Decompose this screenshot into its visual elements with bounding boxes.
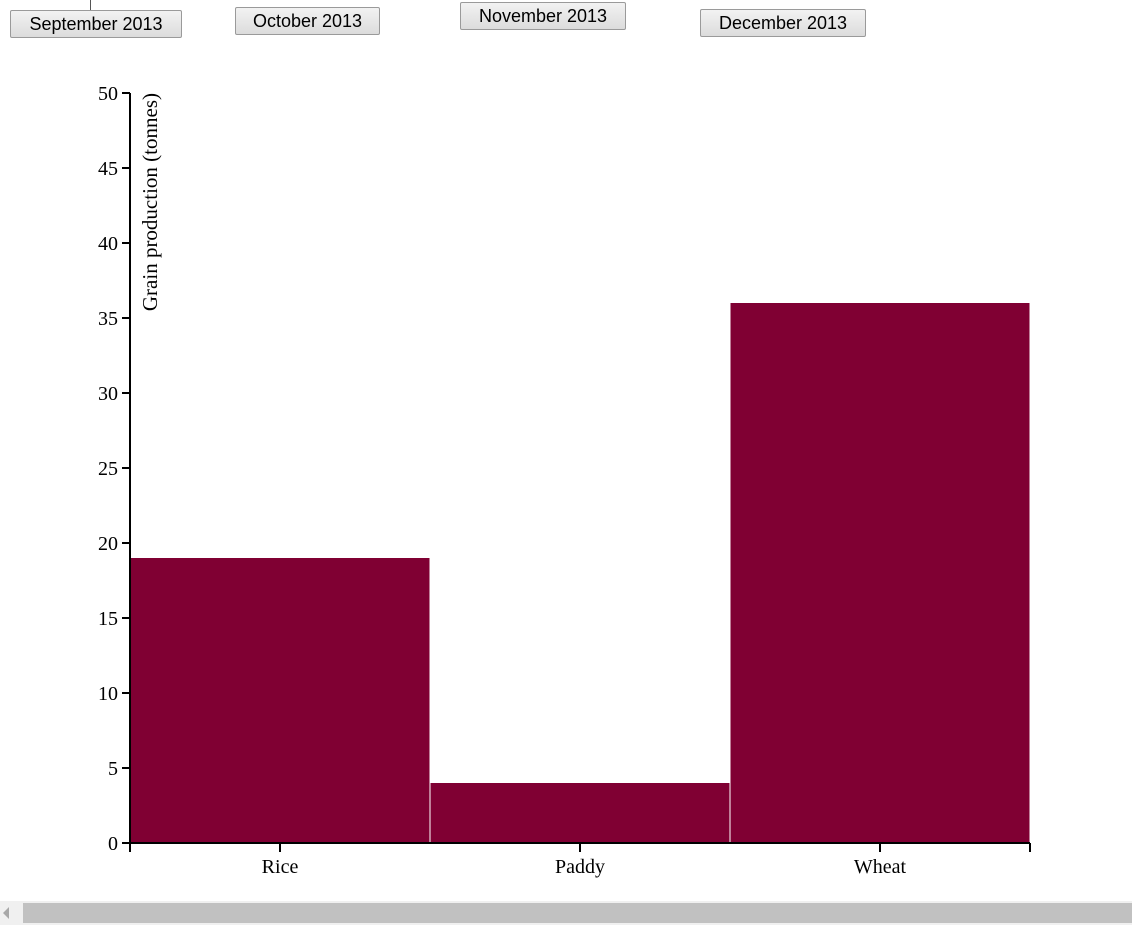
month-button-november-2013[interactable]: November 2013 <box>460 2 626 30</box>
x-tick-label-paddy: Paddy <box>555 856 605 878</box>
bars-group <box>130 303 1030 843</box>
x-axis: Rice Paddy Wheat <box>129 842 1031 878</box>
y-tick-label: 10 <box>98 683 118 705</box>
scroll-left-arrow-icon[interactable] <box>3 907 9 919</box>
x-tick-label-rice: Rice <box>262 856 299 878</box>
y-tick-label: 40 <box>98 233 118 255</box>
y-tick-label: 15 <box>98 608 118 630</box>
bar-rice[interactable] <box>130 558 430 843</box>
y-tick-label: 25 <box>98 458 118 480</box>
y-tick-label: 35 <box>98 308 118 330</box>
bar-chart: 0 5 10 15 20 25 30 35 40 45 50 Rice Paddy Wheat Grai… <box>98 83 1031 878</box>
month-button-september-2013[interactable]: September 2013 <box>10 10 182 38</box>
y-axis-label: Grain production (tonnes) <box>138 93 162 311</box>
y-tick-label: 5 <box>108 758 118 780</box>
y-tick-label: 50 <box>98 83 118 105</box>
month-button-december-2013[interactable]: December 2013 <box>700 9 866 37</box>
x-tick-label-wheat: Wheat <box>854 856 907 878</box>
y-axis: 0 5 10 15 20 25 30 35 40 45 50 <box>98 83 131 855</box>
bar-wheat[interactable] <box>730 303 1030 843</box>
scrollbar-thumb[interactable] <box>23 903 1132 923</box>
y-tick-label: 20 <box>98 533 118 555</box>
y-tick-label: 45 <box>98 158 118 180</box>
y-tick-label: 0 <box>108 833 118 855</box>
bar-paddy[interactable] <box>430 783 730 843</box>
horizontal-scrollbar[interactable] <box>0 901 1132 925</box>
y-tick-label: 30 <box>98 383 118 405</box>
month-button-october-2013[interactable]: October 2013 <box>235 7 380 35</box>
stray-cursor-line <box>90 0 91 18</box>
